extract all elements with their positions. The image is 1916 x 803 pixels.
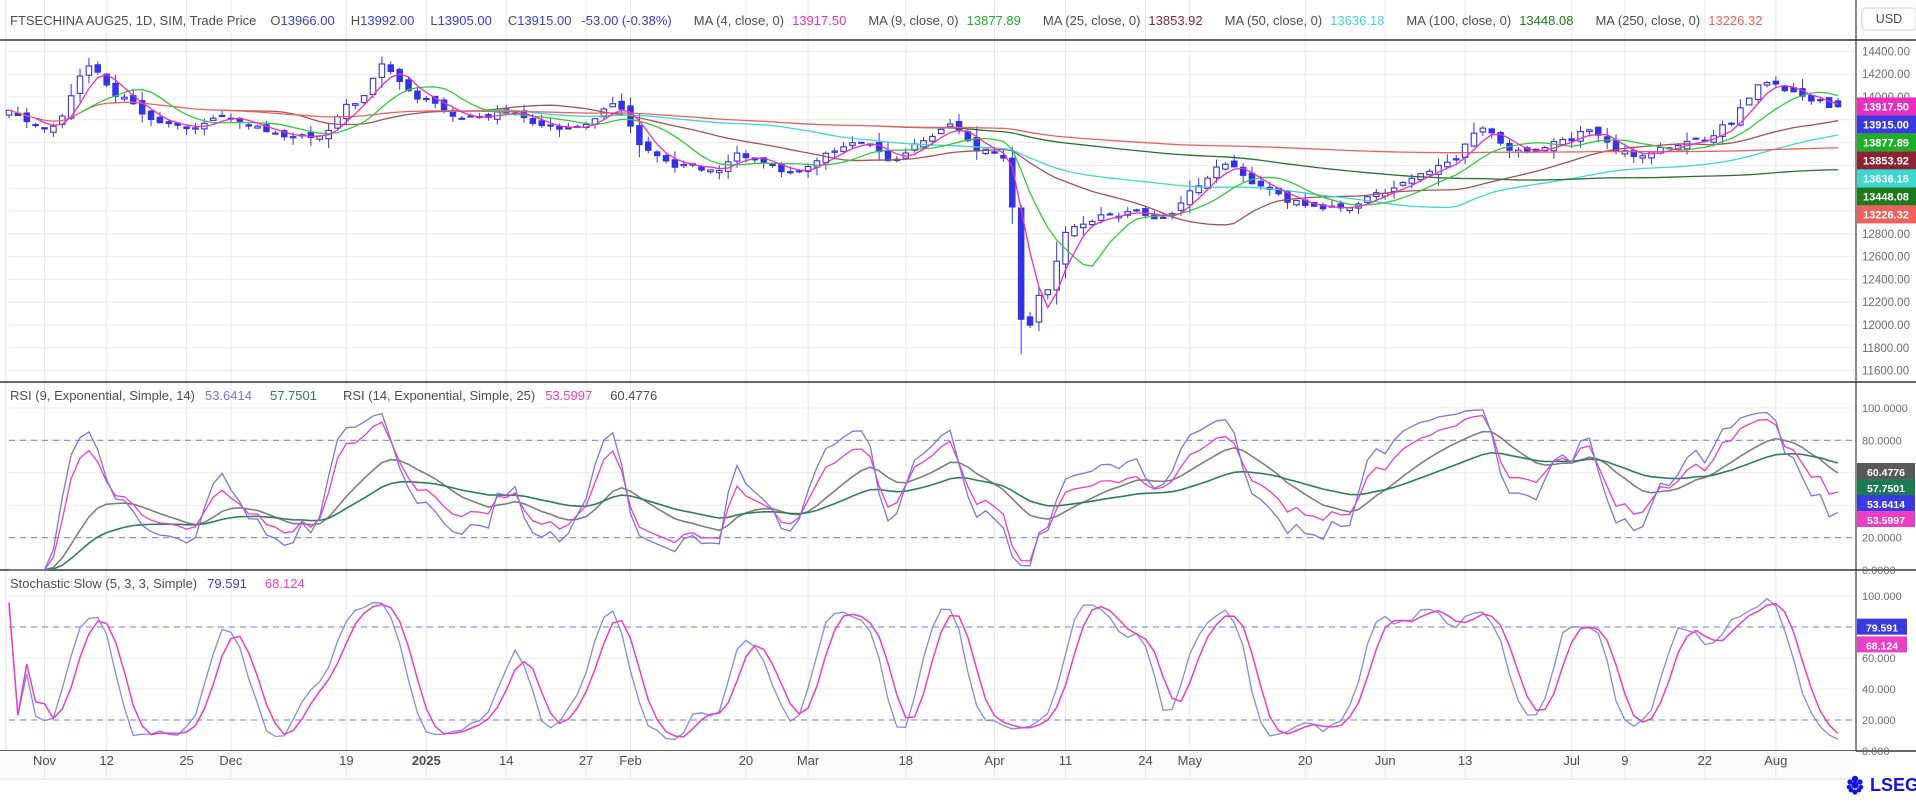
svg-text:14400.00: 14400.00 [1862,46,1910,58]
svg-text:13966.00: 13966.00 [280,13,334,28]
svg-text:MA (100, close, 0): MA (100, close, 0) [1406,13,1511,28]
svg-text:14: 14 [499,753,513,768]
svg-text:Apr: Apr [984,753,1005,768]
svg-text:13636.18: 13636.18 [1330,13,1384,28]
svg-text:79.591: 79.591 [207,576,247,591]
svg-text:53.5997: 53.5997 [545,388,592,403]
svg-text:13915.00: 13915.00 [1863,119,1909,131]
svg-text:13992.00: 13992.00 [360,13,414,28]
svg-text:MA (25, close, 0): MA (25, close, 0) [1043,13,1141,28]
svg-text:20.000: 20.000 [1862,715,1896,727]
svg-text:13448.08: 13448.08 [1863,191,1909,203]
svg-text:57.7501: 57.7501 [1867,483,1905,495]
svg-text:12600.00: 12600.00 [1862,252,1910,264]
svg-text:57.7501: 57.7501 [270,388,317,403]
svg-text:Jun: Jun [1375,753,1396,768]
svg-text:27: 27 [579,753,593,768]
svg-text:12800.00: 12800.00 [1862,229,1910,241]
svg-text:13917.50: 13917.50 [1863,101,1909,113]
svg-text:Jul: Jul [1563,753,1580,768]
svg-text:80.0000: 80.0000 [1862,435,1902,447]
svg-text:60.4776: 60.4776 [610,388,657,403]
svg-text:O: O [270,13,280,28]
svg-text:13: 13 [1458,753,1472,768]
svg-text:20: 20 [739,753,753,768]
svg-text:25: 25 [179,753,193,768]
svg-text:13917.50: 13917.50 [792,13,846,28]
svg-text:13448.08: 13448.08 [1519,13,1573,28]
svg-text:Stochastic Slow (5, 3, 3, Simp: Stochastic Slow (5, 3, 3, Simple) [10,576,197,591]
svg-text:60.4776: 60.4776 [1867,467,1905,479]
svg-text:USD: USD [1876,12,1902,26]
svg-text:13915.00: 13915.00 [517,13,571,28]
svg-text:40.000: 40.000 [1862,684,1896,696]
svg-text:60.000: 60.000 [1862,653,1896,665]
svg-text:24: 24 [1138,753,1152,768]
svg-text:FTSECHINA AUG25, 1D, SIM, Trad: FTSECHINA AUG25, 1D, SIM, Trade Price [10,13,256,28]
svg-text:C: C [508,13,517,28]
svg-text:18: 18 [899,753,913,768]
svg-text:53.6414: 53.6414 [1867,499,1905,511]
svg-text:0.0000: 0.0000 [1862,565,1896,577]
svg-text:13877.89: 13877.89 [967,13,1021,28]
svg-text:100.000: 100.000 [1862,591,1902,603]
svg-text:53.5997: 53.5997 [1867,515,1905,527]
svg-text:11800.00: 11800.00 [1862,343,1909,355]
svg-text:12000.00: 12000.00 [1862,320,1910,332]
svg-text:Aug: Aug [1764,753,1787,768]
svg-text:Nov: Nov [33,753,57,768]
svg-text:-53.00 (-0.38%): -53.00 (-0.38%) [581,13,671,28]
svg-text:Dec: Dec [219,753,243,768]
svg-text:13905.00: 13905.00 [438,13,492,28]
svg-text:13226.32: 13226.32 [1708,13,1762,28]
svg-text:Mar: Mar [797,753,820,768]
svg-text:RSI (9, Exponential, Simple, 1: RSI (9, Exponential, Simple, 14) [10,388,195,403]
svg-text:11600.00: 11600.00 [1862,366,1909,378]
svg-text:100.0000: 100.0000 [1862,403,1908,415]
svg-text:13877.89: 13877.89 [1863,137,1909,149]
svg-text:9: 9 [1621,753,1628,768]
svg-text:MA (250, close, 0): MA (250, close, 0) [1595,13,1700,28]
svg-text:13226.32: 13226.32 [1863,209,1909,221]
svg-text:20: 20 [1298,753,1312,768]
svg-text:12200.00: 12200.00 [1862,297,1910,309]
svg-text:79.591: 79.591 [1866,623,1898,635]
svg-text:13636.18: 13636.18 [1863,173,1909,185]
svg-text:12400.00: 12400.00 [1862,274,1910,286]
svg-text:53.6414: 53.6414 [205,388,252,403]
svg-text:11: 11 [1059,753,1073,768]
svg-text:22: 22 [1698,753,1712,768]
svg-text:13853.92: 13853.92 [1148,13,1202,28]
svg-text:L: L [430,13,437,28]
svg-text:20.0000: 20.0000 [1862,533,1902,545]
svg-text:0.000: 0.000 [1862,746,1890,758]
svg-text:13853.92: 13853.92 [1863,155,1909,167]
svg-text:68.124: 68.124 [1866,640,1898,652]
svg-text:MA (50, close, 0): MA (50, close, 0) [1225,13,1323,28]
svg-text:RSI (14, Exponential, Simple,: RSI (14, Exponential, Simple, 25) [343,388,535,403]
svg-text:14200.00: 14200.00 [1862,69,1910,81]
svg-text:May: May [1178,753,1203,768]
svg-text:MA (9, close, 0): MA (9, close, 0) [868,13,958,28]
svg-text:12: 12 [99,753,113,768]
svg-text:68.124: 68.124 [265,576,305,591]
svg-text:H: H [351,13,360,28]
svg-text:2025: 2025 [412,753,441,768]
svg-text:Feb: Feb [619,753,641,768]
svg-text:LSEG: LSEG [1870,775,1916,795]
svg-text:MA (4, close, 0): MA (4, close, 0) [694,13,784,28]
svg-text:19: 19 [339,753,353,768]
